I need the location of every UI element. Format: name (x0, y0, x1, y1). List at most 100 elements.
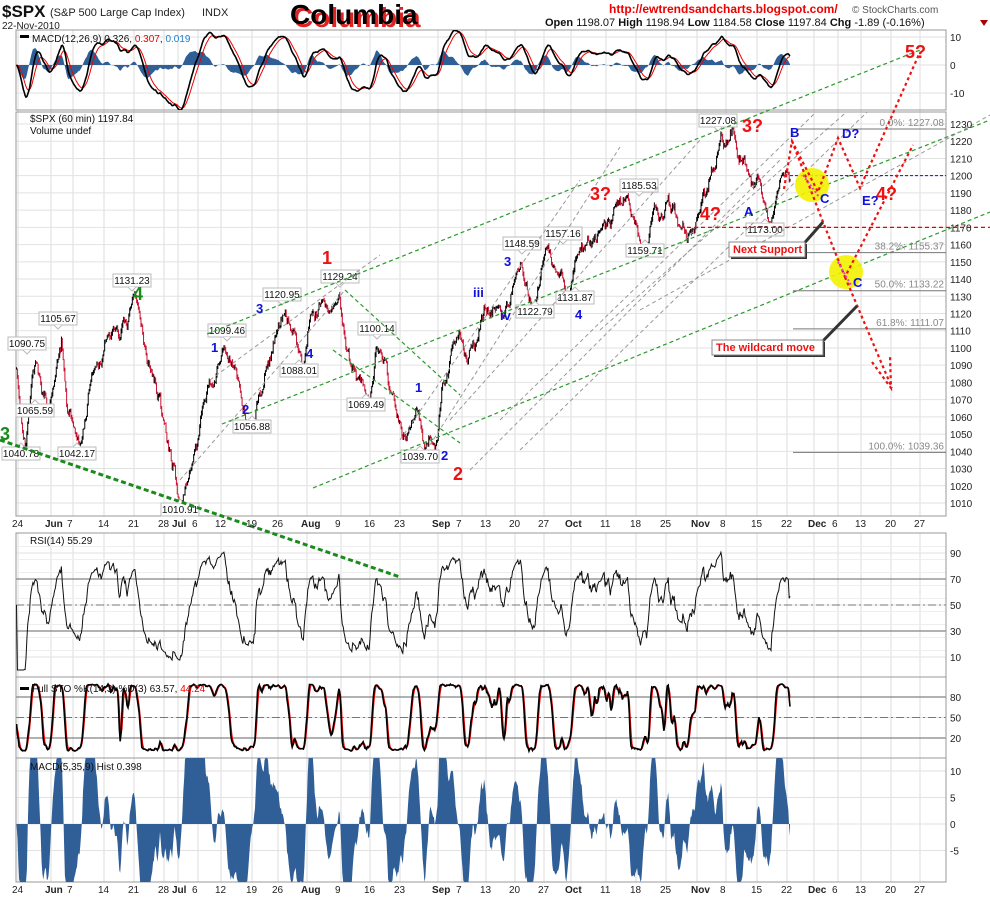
date-tick-label: Jul (172, 519, 187, 530)
wave-label: 3? (590, 184, 611, 204)
price-label: 1173.00 (747, 225, 783, 236)
y-tick-label: 0 (950, 61, 956, 72)
price-label: 1159.71 (627, 246, 663, 257)
close-key: Close (755, 17, 785, 29)
y-tick-label: 1020 (950, 482, 973, 493)
price-label-pointer (558, 239, 568, 245)
price-label: 1100.14 (359, 324, 395, 335)
callout-text: The wildcard move (716, 342, 815, 354)
price-bars (16, 126, 791, 508)
price-label-pointer (30, 399, 40, 405)
stockcharts-copyright: © StockCharts.com (852, 5, 938, 16)
price-label: 1040.78 (3, 449, 40, 460)
low-value: 1184.58 (713, 17, 752, 29)
exchange: INDX (202, 7, 229, 19)
date-tick-label: 11 (600, 885, 611, 896)
wave-label: D? (842, 126, 859, 141)
forecast-path-wave-5 (782, 51, 922, 195)
date-tick-label: Dec (808, 885, 827, 896)
y-tick-label: 10 (950, 33, 962, 44)
rsi-label: RSI(14) 55.29 (30, 536, 93, 547)
green-trendline (206, 49, 921, 335)
y-tick-label: 1090 (950, 361, 973, 372)
fib-level-label: 100.0%: 1039.36 (868, 441, 944, 452)
price-label-pointer (53, 324, 63, 330)
date-tick-label: 15 (751, 885, 763, 896)
price-label: 1039.70 (402, 452, 439, 463)
fib-level-label: 38.2%: 1155.37 (875, 242, 945, 253)
low-key: Low (688, 17, 710, 29)
date-tick-label: 27 (538, 519, 550, 530)
wave-label: C (853, 275, 863, 290)
forecast-path-wave-4 (790, 140, 914, 280)
date-tick-label: 9 (335, 519, 341, 530)
blog-url-link[interactable]: http://ewtrendsandcharts.blogspot.com/ (609, 2, 838, 16)
y-tick-label: 1100 (950, 344, 972, 355)
price-label: 1090.75 (9, 339, 46, 350)
price-label-pointer (372, 334, 382, 340)
price-label-pointer (517, 249, 527, 255)
green-trendline (332, 349, 461, 444)
highlight-circle (829, 255, 863, 289)
sto-k-line (16, 682, 791, 754)
sto-label: Full STO %K(14,3) %D(3) 63.57, 44.24 (32, 684, 206, 695)
y-tick-label: 20 (950, 734, 962, 745)
macd-value: 0.326 (104, 34, 129, 45)
macd-line (16, 30, 791, 110)
date-tick-label: 21 (128, 519, 140, 530)
price-label: 1042.17 (59, 449, 96, 460)
date-tick-label: 9 (335, 885, 341, 896)
price-label-pointer (277, 300, 287, 306)
panel-frame (15, 111, 947, 517)
callout-pointer (816, 304, 859, 348)
macd-title: MACD(12,26,9) (32, 34, 101, 45)
price-label-pointer (127, 286, 137, 292)
brand-title: Columbia (290, 0, 418, 30)
price-label: 1185.53 (621, 181, 657, 192)
date-tick-label: 6 (192, 519, 198, 530)
price-label: 1122.79 (517, 307, 553, 318)
wave-label: 3? (742, 116, 763, 136)
price-label-pointer (72, 442, 82, 448)
price-label-pointer (760, 218, 770, 224)
y-tick-label: 50 (950, 714, 962, 725)
macd-signal-line (16, 31, 791, 109)
callout-text: Next Support (733, 244, 802, 256)
gray-channel-line (599, 112, 848, 331)
gray-channel-line (429, 146, 621, 446)
price-label: 1099.46 (209, 326, 246, 337)
date-tick-label: 20 (509, 885, 521, 896)
y-tick-label: 1050 (950, 430, 973, 441)
macd-histogram (16, 48, 791, 79)
wave-label: 4? (700, 204, 721, 224)
fib-level-label: 50.0%: 1133.22 (875, 280, 945, 291)
sto-d-value: 44.24 (180, 684, 205, 695)
date-tick-label: 27 (914, 885, 926, 896)
callout-box (711, 339, 824, 356)
date-tick-label: 22 (781, 885, 793, 896)
panel-frame (15, 29, 947, 111)
y-tick-label: 1030 (950, 465, 973, 476)
date-tick-label: 28 (158, 885, 170, 896)
wave-label: 4 (306, 346, 314, 361)
wave-label: 2 (242, 402, 249, 417)
sto-title: Full STO %K(14,3) %D(3) (32, 684, 147, 695)
y-tick-label: 90 (950, 549, 962, 560)
y-tick-label: -10 (950, 89, 965, 100)
date-tick-label: 22 (781, 519, 793, 530)
y-tick-label: 1130 (950, 292, 972, 303)
wave-label: E? (862, 193, 879, 208)
high-value: 1198.94 (646, 17, 685, 29)
symbol: $SPX (2, 2, 46, 21)
date-tick-label: 27 (538, 885, 550, 896)
y-tick-label: 1150 (950, 258, 972, 269)
sto-legend-swatch (20, 687, 29, 690)
wave-label: A (744, 204, 754, 219)
date-tick-label: 21 (128, 885, 140, 896)
price-panel-title: $SPX (60 min) 1197.84 (30, 114, 134, 125)
price-label: 1148.59 (504, 239, 540, 250)
callout-box (728, 241, 806, 258)
date-tick-label: 12 (215, 885, 227, 896)
date-tick-label: Nov (691, 519, 710, 530)
